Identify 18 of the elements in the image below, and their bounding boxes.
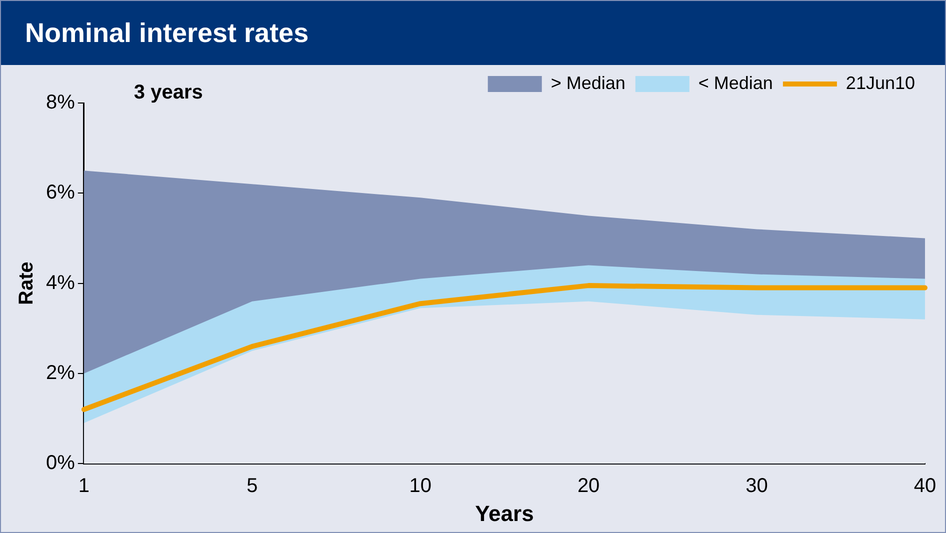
y-axis-title: Rate	[16, 262, 38, 305]
x-tick-label: 1	[78, 475, 90, 498]
chart-title: Nominal interest rates	[1, 1, 945, 65]
legend-label: < Median	[698, 72, 773, 93]
y-tick-label: 8%	[46, 92, 76, 114]
x-tick-label: 20	[577, 475, 600, 498]
x-tick-label: 40	[914, 475, 936, 498]
legend-label: > Median	[550, 72, 626, 93]
x-tick-label: 5	[246, 475, 258, 498]
y-tick-label: 0%	[46, 452, 76, 474]
annotation: 3 years	[134, 82, 203, 104]
x-tick-label: 10	[409, 475, 432, 498]
y-tick-label: 6%	[46, 182, 76, 204]
x-axis-title: Years	[475, 500, 534, 526]
legend-label: 21Jun10	[846, 72, 916, 93]
x-tick-label: 30	[746, 475, 768, 498]
y-tick-label: 2%	[46, 362, 76, 384]
y-tick-label: 4%	[46, 272, 76, 294]
